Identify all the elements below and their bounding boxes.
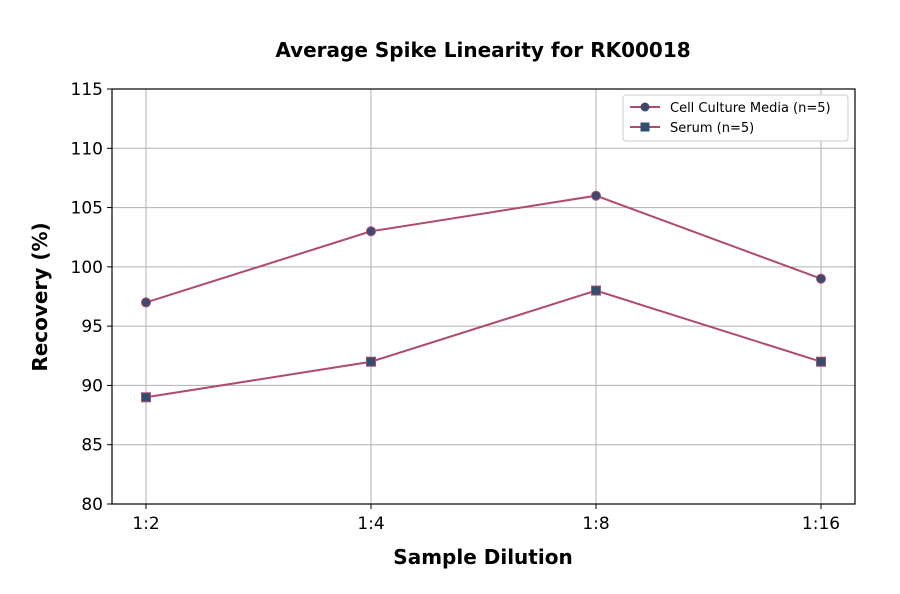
series-line (145, 289, 822, 399)
data-point (816, 273, 826, 284)
x-tick-label: 1:8 (582, 514, 609, 534)
data-point (591, 285, 601, 296)
x-tick-label: 1:16 (802, 514, 840, 534)
chart-title: Average Spike Linearity for RK00018 (275, 38, 690, 62)
data-point (591, 190, 601, 201)
x-tick-label: 1:4 (357, 514, 384, 534)
y-tick-label: 95 (81, 317, 103, 337)
data-point (366, 356, 376, 367)
y-axis-label: Recovery (%) (28, 222, 52, 371)
legend-marker (640, 122, 650, 132)
y-tick-label: 110 (71, 139, 103, 159)
y-tick-label: 105 (71, 199, 103, 219)
series-line (145, 194, 822, 304)
y-tick-label: 90 (81, 376, 103, 396)
data-point (141, 392, 151, 403)
legend-label: Cell Culture Media (n=5) (670, 101, 831, 116)
legend-label: Serum (n=5) (670, 121, 754, 136)
legend: Cell Culture Media (n=5) Serum (n=5) (622, 94, 849, 142)
y-tick-label: 85 (81, 436, 103, 456)
x-axis-label: Sample Dilution (393, 545, 572, 569)
data-point (141, 297, 151, 308)
y-tick-label: 100 (71, 258, 103, 278)
data-point (816, 356, 826, 367)
legend-marker (640, 102, 650, 112)
data-point (366, 226, 376, 237)
x-tick-label: 1:2 (132, 514, 159, 534)
y-tick-label: 115 (71, 80, 103, 100)
y-tick-label: 80 (81, 495, 103, 515)
legend-frame (622, 94, 849, 142)
plot-area (111, 88, 856, 505)
